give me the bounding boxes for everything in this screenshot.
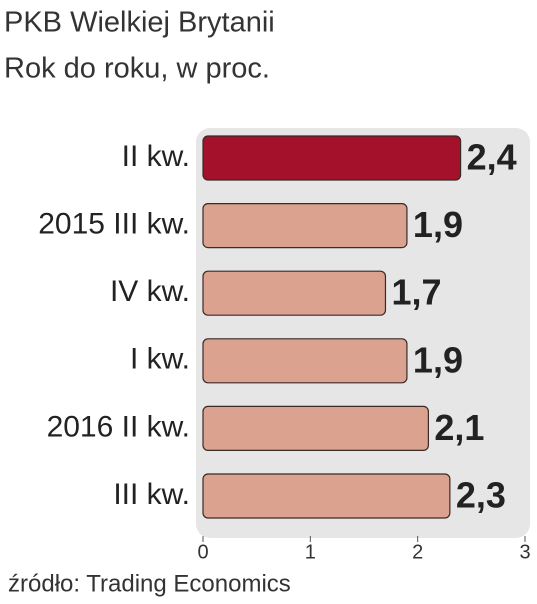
source: źródło: Trading Economics [8, 570, 291, 597]
bar [202, 135, 462, 181]
x-tick-label: 1 [305, 541, 316, 563]
x-tick-label: 2 [412, 541, 423, 563]
value-label: 1,7 [391, 272, 441, 313]
y-tick-label: I kw. [130, 343, 190, 376]
x-tick-label: 0 [197, 541, 208, 563]
y-tick-label: 2016 II kw. [47, 410, 190, 443]
bar [202, 270, 387, 316]
bar [202, 338, 408, 384]
bar [202, 203, 408, 249]
value-label: 2,4 [467, 137, 517, 178]
value-label: 2,1 [434, 407, 484, 448]
y-tick-label: 2015 III kw. [38, 208, 190, 241]
value-label: 1,9 [413, 204, 463, 245]
bar [202, 473, 451, 519]
y-tick-label: II kw. [122, 140, 190, 173]
bar [202, 405, 429, 451]
y-tick-label: III kw. [113, 478, 190, 511]
value-label: 1,9 [413, 339, 463, 380]
y-tick-label: IV kw. [110, 275, 190, 308]
chart-title: PKB Wielkiej Brytanii [4, 7, 275, 39]
chart-subtitle: Rok do roku, w proc. [4, 53, 270, 85]
value-label: 2,3 [456, 475, 506, 516]
x-tick-label: 3 [519, 541, 530, 563]
